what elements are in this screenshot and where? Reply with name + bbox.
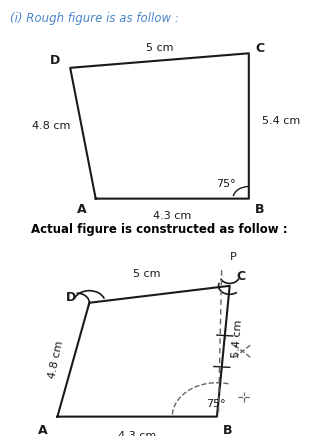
Text: 75°: 75° [216, 179, 236, 189]
Text: 5.4 cm: 5.4 cm [262, 116, 300, 126]
Text: B: B [223, 424, 233, 436]
Text: B: B [255, 204, 265, 216]
Text: 4.8 cm: 4.8 cm [32, 121, 70, 131]
Text: 5 cm: 5 cm [146, 43, 173, 53]
Text: 5.4 cm: 5.4 cm [231, 320, 244, 358]
Text: 4.8 cm: 4.8 cm [47, 340, 65, 379]
Text: 4.3 cm: 4.3 cm [153, 211, 191, 221]
Text: (i) Rough figure is as follow :: (i) Rough figure is as follow : [10, 12, 178, 25]
Text: C: C [255, 42, 264, 55]
Text: A: A [38, 424, 48, 436]
Text: C: C [236, 270, 245, 283]
Text: 4.3 cm: 4.3 cm [118, 431, 156, 436]
Text: D: D [50, 54, 61, 67]
Text: 75°: 75° [206, 399, 226, 409]
Text: Actual figure is constructed as follow :: Actual figure is constructed as follow : [31, 223, 288, 236]
Text: D: D [66, 291, 77, 304]
Text: P: P [229, 252, 236, 262]
Text: 5 cm: 5 cm [133, 269, 160, 279]
Text: A: A [77, 204, 86, 216]
